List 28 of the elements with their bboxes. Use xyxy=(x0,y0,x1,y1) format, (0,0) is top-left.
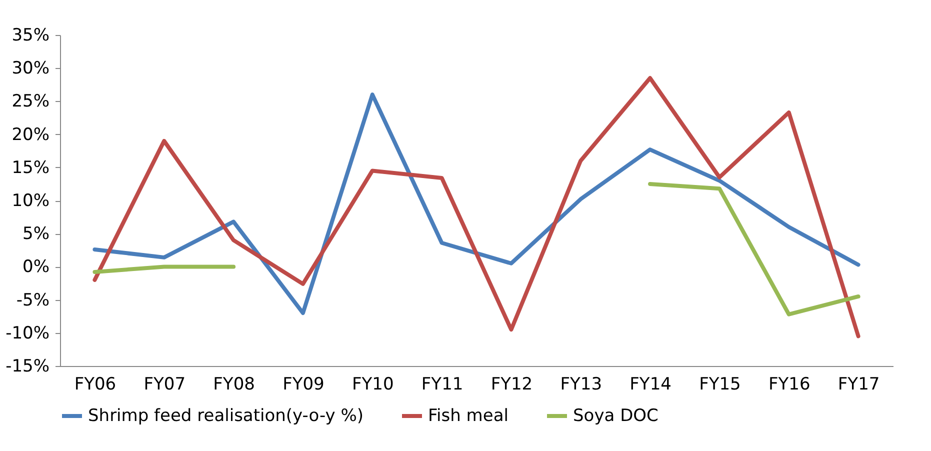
line-series xyxy=(92,92,860,316)
y-tick-label: 10% xyxy=(12,191,50,211)
x-tick-label: FY11 xyxy=(421,374,464,394)
x-tick-label: FY12 xyxy=(490,374,533,394)
x-tick-label: FY07 xyxy=(144,374,186,394)
x-tick-label: FY09 xyxy=(282,374,324,394)
y-tick-label: 0% xyxy=(22,257,50,278)
x-tick-label: FY16 xyxy=(768,374,810,394)
x-tick-label: FY13 xyxy=(560,374,602,394)
x-tick-label: FY08 xyxy=(213,374,255,394)
y-tick-label: 5% xyxy=(22,224,50,244)
y-tick-label: -15% xyxy=(6,356,50,376)
y-tick-label: 15% xyxy=(12,158,50,178)
legend-label: Soya DOC xyxy=(573,406,658,426)
x-tick-label: FY17 xyxy=(838,374,880,394)
line-series xyxy=(92,76,860,338)
y-tick-label: 25% xyxy=(12,92,50,112)
x-tick-label: FY10 xyxy=(352,374,394,394)
legend-label: Fish meal xyxy=(428,406,508,426)
legend-label: Shrimp feed realisation(y-o-y %) xyxy=(88,406,364,426)
x-tick-label: FY15 xyxy=(699,374,741,394)
x-tick-label: FY06 xyxy=(74,374,116,394)
y-tick-label: 30% xyxy=(12,58,50,79)
y-tick-label: 20% xyxy=(12,124,50,145)
y-tick-label: -5% xyxy=(16,290,50,310)
x-tick-label: FY14 xyxy=(630,374,672,394)
y-tick-label: 35% xyxy=(12,26,50,46)
y-tick-label: -10% xyxy=(6,323,50,344)
